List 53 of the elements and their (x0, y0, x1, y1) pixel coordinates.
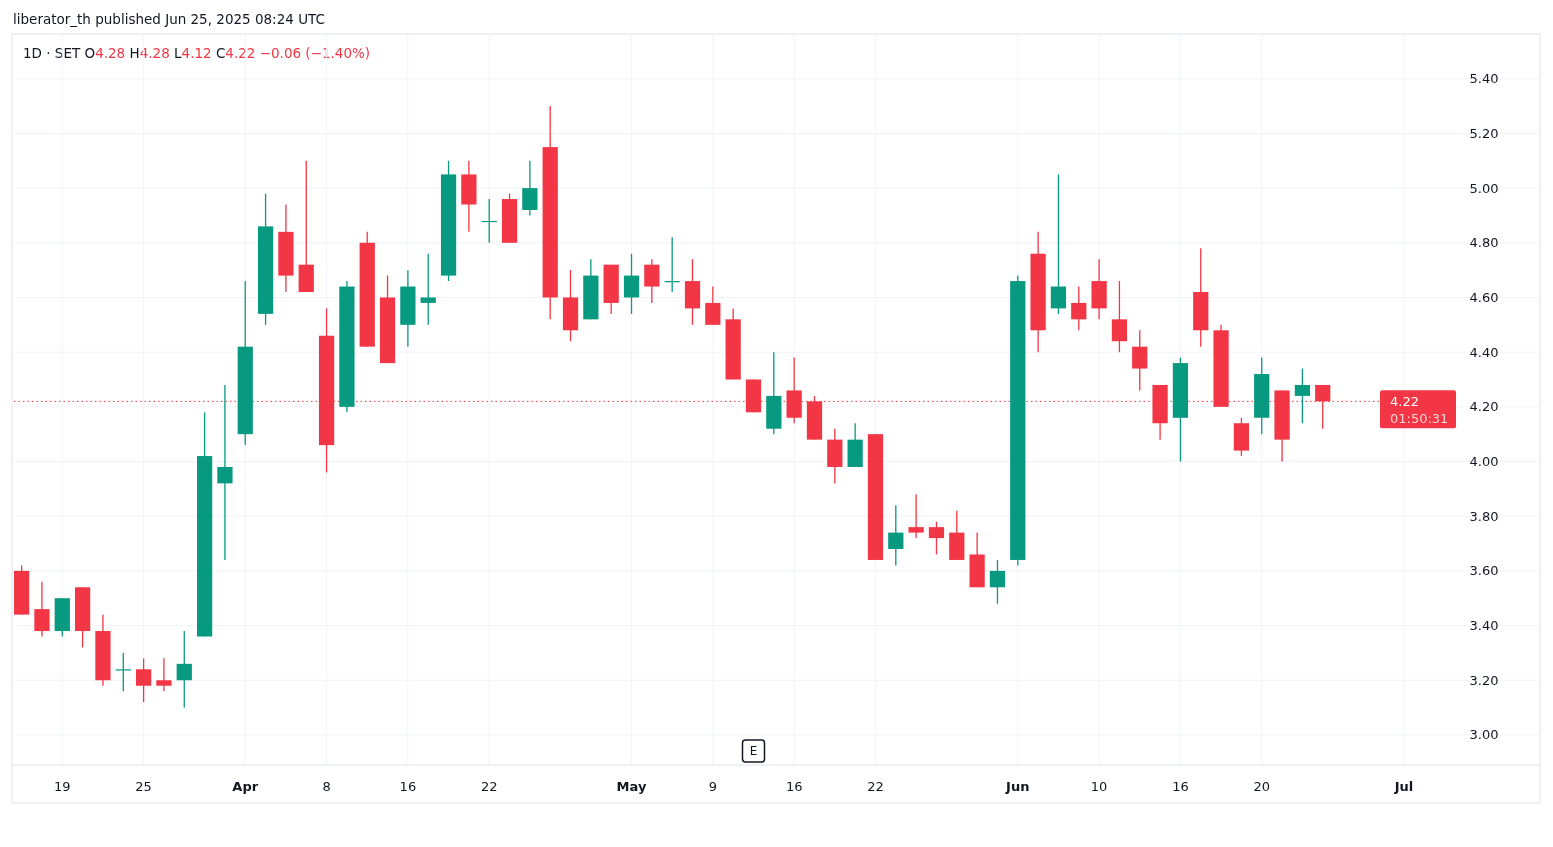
candlestick (644, 258, 660, 304)
candlestick (1294, 367, 1311, 424)
candlestick (135, 657, 152, 703)
y-tick-label: 4.60 (1469, 290, 1499, 306)
ref-line-label: 4.22 (1390, 393, 1419, 409)
x-tick-label: 10 (1090, 779, 1108, 794)
x-tick-label: 20 (1253, 779, 1271, 794)
y-tick-label: 3.00 (1469, 727, 1499, 743)
x-tick-label: 16 (1172, 779, 1189, 794)
chart-title: 1D · SET O4.28 H4.28 L4.12 C4.22 −0.06 (−1.40%) (23, 45, 371, 61)
candlestick (156, 657, 172, 692)
x-tick-label: Jun (1005, 779, 1030, 794)
y-tick-label: 5.00 (1469, 180, 1499, 196)
x-tick-label: 25 (135, 779, 152, 794)
x-tick-label: 22 (480, 779, 498, 794)
candlestick (989, 559, 1006, 605)
y-tick-label: 4.00 (1469, 454, 1499, 470)
x-tick-label: Apr (232, 779, 259, 794)
candlestick (217, 384, 233, 561)
candlestick (115, 652, 131, 692)
candlestick (1071, 285, 1087, 331)
candlestick (623, 253, 640, 315)
y-tick-label: 3.60 (1469, 563, 1499, 579)
x-tick-label: May (616, 779, 647, 794)
y-tick-label: 3.20 (1469, 672, 1499, 688)
x-tick-label: 19 (54, 779, 71, 794)
x-tick-label: 22 (867, 779, 884, 794)
candlestick (1111, 280, 1128, 353)
y-tick-label: 5.40 (1469, 71, 1499, 87)
annotation: 01:50:31 (1390, 410, 1449, 426)
y-tick-label: 3.80 (1469, 508, 1499, 524)
candlestick (1132, 329, 1148, 392)
candlestick (1050, 173, 1067, 315)
candlestick (522, 160, 538, 217)
y-tick-label: 4.80 (1469, 235, 1499, 251)
x-tick-label: 8 (322, 779, 331, 794)
x-tick-label: Jul (1393, 779, 1414, 794)
text: liberator_th published Jun 25, 2025 08:24 UTC (13, 11, 325, 27)
x-tick-label: 9 (708, 779, 717, 794)
x-tick-label: 16 (399, 779, 417, 794)
y-tick-label: 4.20 (1469, 399, 1499, 415)
annotation: E (749, 744, 758, 759)
candlestick (34, 581, 50, 638)
candlestick (908, 493, 924, 539)
candlestick (928, 521, 945, 556)
candlestick (176, 630, 192, 709)
candlestick (420, 253, 436, 326)
x-tick-label: 16 (785, 779, 803, 794)
candlestick (888, 504, 904, 567)
y-tick-label: 4.40 (1469, 344, 1499, 360)
y-tick-label: 3.40 (1469, 618, 1499, 634)
y-tick-label: 5.20 (1469, 125, 1499, 141)
candlestick (705, 285, 721, 326)
